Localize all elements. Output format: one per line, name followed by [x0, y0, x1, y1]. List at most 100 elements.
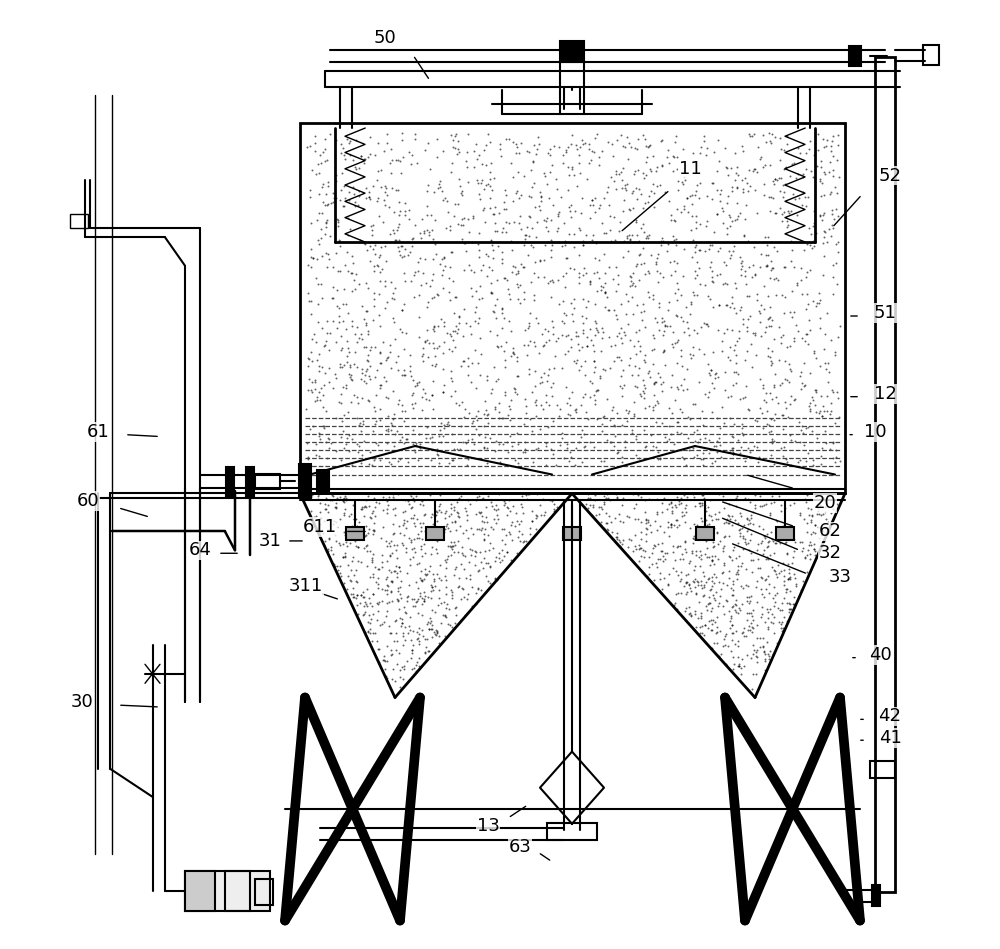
Point — [321, 374, 337, 389]
Point — [362, 192, 378, 207]
Point — [727, 596, 743, 611]
Point — [522, 527, 538, 542]
Point — [797, 492, 813, 507]
Point — [501, 525, 517, 540]
Point — [346, 526, 362, 541]
Point — [424, 387, 440, 402]
Point — [589, 264, 605, 279]
Point — [731, 548, 747, 563]
Point — [483, 233, 499, 249]
Point — [333, 568, 349, 583]
Point — [748, 648, 764, 663]
Point — [646, 387, 662, 402]
Point — [672, 551, 688, 567]
Point — [738, 628, 754, 643]
Point — [703, 582, 719, 597]
Point — [731, 601, 747, 616]
Point — [724, 617, 740, 632]
Point — [698, 503, 714, 518]
Point — [762, 505, 778, 520]
Point — [784, 242, 800, 257]
Point — [813, 159, 829, 175]
Point — [323, 195, 339, 211]
Point — [674, 404, 690, 419]
Point — [328, 495, 344, 511]
Point — [502, 401, 518, 417]
Point — [387, 507, 403, 522]
Point — [782, 597, 798, 612]
Point — [655, 375, 671, 390]
Point — [797, 190, 813, 205]
Point — [417, 588, 433, 604]
Point — [502, 503, 518, 518]
Point — [359, 362, 375, 377]
Point — [411, 329, 427, 344]
Point — [519, 219, 535, 234]
Point — [647, 375, 663, 390]
Point — [646, 185, 662, 200]
Point — [460, 586, 476, 601]
Point — [479, 514, 495, 530]
Point — [488, 503, 504, 518]
Point — [782, 168, 798, 183]
Point — [561, 227, 577, 242]
Point — [523, 237, 539, 252]
Point — [714, 200, 730, 215]
Point — [497, 352, 513, 367]
Point — [805, 525, 821, 540]
Point — [638, 168, 654, 183]
Point — [687, 498, 703, 513]
Point — [425, 567, 441, 582]
Point — [534, 326, 550, 342]
Point — [753, 328, 769, 344]
Point — [791, 191, 807, 206]
Point — [704, 376, 720, 391]
Point — [547, 348, 563, 363]
Point — [356, 509, 372, 524]
Point — [801, 537, 817, 552]
Point — [482, 191, 498, 206]
Point — [334, 340, 350, 355]
Point — [718, 257, 734, 272]
Point — [702, 367, 718, 382]
Point — [734, 420, 750, 436]
Point — [522, 520, 538, 535]
Point — [516, 533, 532, 549]
Point — [491, 404, 507, 419]
Point — [526, 288, 542, 303]
Point — [392, 154, 408, 169]
Point — [496, 498, 512, 513]
Point — [763, 190, 779, 205]
Point — [744, 681, 760, 697]
Point — [402, 486, 418, 501]
Point — [739, 589, 755, 605]
Point — [433, 572, 449, 587]
Point — [428, 357, 444, 372]
Point — [717, 275, 733, 290]
Point — [464, 288, 480, 304]
Point — [339, 430, 355, 445]
Point — [665, 228, 681, 243]
Point — [387, 613, 403, 628]
Point — [495, 437, 511, 452]
Point — [744, 608, 760, 623]
Point — [832, 454, 848, 469]
Point — [797, 334, 813, 349]
Point — [402, 557, 418, 572]
Point — [716, 606, 732, 622]
Point — [354, 502, 370, 517]
Point — [652, 566, 668, 581]
Point — [554, 425, 570, 440]
Point — [718, 626, 734, 642]
Point — [367, 625, 383, 641]
Point — [794, 330, 810, 345]
Point — [673, 377, 689, 392]
Point — [411, 375, 427, 390]
Point — [825, 384, 841, 400]
Point — [803, 527, 819, 542]
Point — [426, 624, 442, 640]
Point — [640, 231, 656, 246]
Point — [458, 570, 474, 586]
Point — [692, 145, 708, 160]
Point — [693, 511, 709, 526]
